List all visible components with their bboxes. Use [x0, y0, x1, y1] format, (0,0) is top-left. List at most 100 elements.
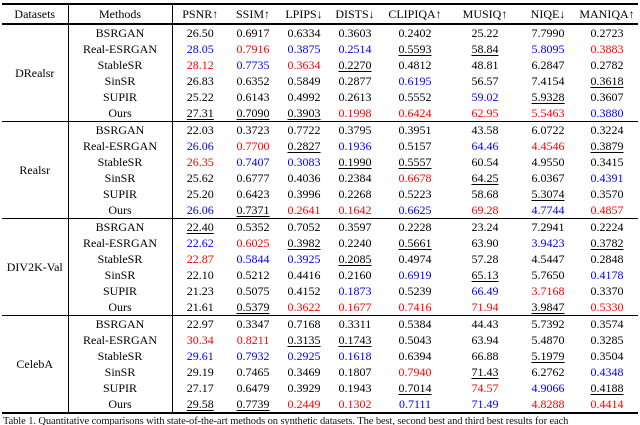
table-row: SUPIR 21.23 0.5075 0.4152 0.1873 0.5239 66.49 3…: [2, 283, 638, 299]
table-row: StableSR 28.12 0.7735 0.3634 0.2270 0.4812 48.…: [2, 57, 638, 73]
metric-value-text: 64.25: [471, 171, 499, 185]
method-label: BSRGAN: [68, 24, 173, 41]
metric-value: 69.28: [450, 202, 520, 219]
metric-value-text: 0.6424: [398, 106, 432, 120]
metric-value: 0.6625: [380, 202, 450, 219]
metric-value: 21.23: [172, 283, 228, 299]
metric-value: 0.7052: [278, 218, 330, 235]
metric-value: 4.7744: [520, 202, 576, 219]
method-label: SinSR: [68, 267, 173, 283]
metric-value-text: 0.2268: [338, 187, 372, 201]
metric-value: 23.24: [450, 218, 520, 235]
metric-value-text: 0.4178: [590, 268, 624, 282]
metric-value: 22.97: [172, 315, 228, 332]
metric-value: 25.22: [450, 24, 520, 41]
metric-value: 3.7168: [520, 283, 576, 299]
metric-value: 0.2925: [278, 348, 330, 364]
metric-value-text: 0.5552: [398, 90, 432, 104]
metric-value: 5.9328: [520, 89, 576, 105]
metric-value-text: 5.4870: [531, 333, 565, 347]
metric-value: 0.7700: [228, 138, 278, 154]
metric-value: 0.3083: [278, 154, 330, 170]
metric-value: 0.6423: [228, 186, 278, 202]
method-label: SinSR: [68, 364, 173, 380]
metric-value: 29.58: [172, 396, 228, 413]
metric-value-text: 0.2848: [590, 252, 624, 266]
metric-value: 26.83: [172, 73, 228, 89]
metric-value-text: 6.0722: [531, 123, 565, 137]
metric-value: 0.7916: [228, 41, 278, 57]
metric-value: 0.5379: [228, 299, 278, 316]
metric-value: 0.1677: [330, 299, 380, 316]
metric-value-text: 0.3883: [590, 42, 624, 56]
metric-value-text: 0.4992: [287, 90, 321, 104]
metric-value-text: 3.7168: [531, 284, 565, 298]
metric-value-text: 0.6777: [236, 171, 270, 185]
metric-value-text: 22.97: [186, 317, 214, 331]
metric-value: 0.5661: [380, 235, 450, 251]
metric-value: 43.58: [450, 121, 520, 138]
metric-value-text: 0.3347: [236, 317, 270, 331]
metric-value-text: 0.1998: [338, 106, 372, 120]
metric-value: 0.3285: [576, 332, 638, 348]
metric-value-text: 0.1807: [338, 365, 372, 379]
metric-value: 0.2782: [576, 57, 638, 73]
metric-value-text: 3.9847: [531, 300, 565, 314]
metric-value-text: 0.3570: [590, 187, 624, 201]
metric-value: 7.7990: [520, 24, 576, 41]
metric-value: 26.35: [172, 154, 228, 170]
metric-value: 0.4036: [278, 170, 330, 186]
metric-value-text: 0.2228: [398, 220, 432, 234]
metric-value: 27.17: [172, 380, 228, 396]
metric-value-text: 0.7052: [287, 220, 321, 234]
table-row: SUPIR 27.17 0.6479 0.3929 0.1943 0.7014 74.57 4…: [2, 380, 638, 396]
metric-value-text: 0.3469: [287, 365, 321, 379]
metric-value: 64.25: [450, 170, 520, 186]
column-header-psnr: PSNR↑: [182, 6, 219, 21]
column-header-datasets: Datasets: [2, 4, 69, 24]
metric-value-text: 4.7744: [531, 203, 565, 217]
metric-value: 6.0367: [520, 170, 576, 186]
metric-value: 6.2847: [520, 57, 576, 73]
metric-value: 0.3875: [278, 41, 330, 57]
metric-value-text: 0.2270: [338, 58, 372, 72]
metric-value: 4.9066: [520, 380, 576, 396]
metric-value-text: 0.3982: [287, 236, 321, 250]
metric-value: 0.5239: [380, 283, 450, 299]
metric-value: 0.3370: [576, 283, 638, 299]
metric-value-text: 0.7407: [236, 155, 270, 169]
metric-value: 0.4178: [576, 267, 638, 283]
metric-value: 0.7739: [228, 396, 278, 413]
metric-value-text: 0.4414: [590, 397, 624, 411]
metric-value-text: 0.1990: [338, 155, 372, 169]
metric-value: 0.7465: [228, 364, 278, 380]
metric-value-text: 7.4154: [531, 74, 565, 88]
metric-value-text: 66.49: [471, 284, 499, 298]
metric-value: 0.3883: [576, 41, 638, 57]
metric-value-text: 0.4974: [398, 252, 432, 266]
metric-value: 0.5330: [576, 299, 638, 316]
metric-value-text: 0.7371: [236, 203, 270, 217]
metric-value: 60.54: [450, 154, 520, 170]
dataset-label: Realsr: [2, 121, 69, 219]
metric-value: 7.2941: [520, 218, 576, 235]
metric-value-text: 5.1979: [531, 349, 565, 363]
metric-value: 0.5352: [228, 218, 278, 235]
metric-value-text: 0.3879: [590, 139, 624, 153]
metric-value-text: 22.62: [186, 236, 214, 250]
metric-value-text: 22.87: [186, 252, 214, 266]
metric-value-text: 0.4416: [287, 268, 321, 282]
dataset-label: DRealsr: [2, 24, 69, 122]
metric-value-text: 0.3622: [287, 300, 321, 314]
metric-value-text: 25.62: [186, 171, 214, 185]
metric-value-text: 0.5330: [590, 300, 624, 314]
metric-value-text: 0.6025: [236, 236, 270, 250]
metric-value-text: 74.57: [471, 381, 499, 395]
table-row: SinSR 26.83 0.6352 0.5849 0.2877 0.6195 56.57 7…: [2, 73, 638, 89]
table-row: Realsr BSRGAN 22.03 0.3723 0.7722 0.3795 0.395…: [2, 121, 638, 219]
table-row: SinSR 22.10 0.5212 0.4416 0.2160 0.6919 65.13 5…: [2, 267, 638, 283]
metric-value-text: 57.28: [471, 252, 499, 266]
metric-value-text: 21.23: [186, 284, 214, 298]
metric-value-text: 71.43: [471, 365, 499, 379]
metric-value-text: 0.5844: [236, 252, 270, 266]
